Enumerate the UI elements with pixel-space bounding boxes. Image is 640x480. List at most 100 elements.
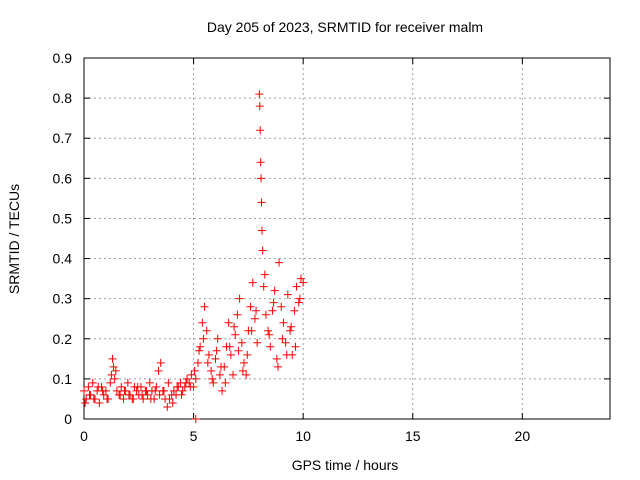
data-point [181,378,190,387]
data-point [177,390,186,399]
y-tick-label: 0.1 [53,371,73,387]
data-point [163,402,172,411]
data-point [156,358,165,367]
data-point [183,374,192,383]
data-point [204,350,213,359]
data-point [165,394,174,403]
data-point [82,394,91,403]
data-point [215,370,224,379]
data-point [265,330,274,339]
data-point [290,306,299,315]
data-point [277,302,286,311]
y-tick-label: 0.4 [53,251,73,267]
data-point [275,258,284,267]
data-point [235,294,244,303]
x-axis-label: GPS time / hours [292,457,399,473]
data-point [268,306,277,315]
data-point [221,378,230,387]
data-point [248,278,257,287]
data-point [269,298,278,307]
data-point [299,278,308,287]
data-point [112,386,121,395]
data-point [124,390,133,399]
x-tick-label: 15 [405,428,421,444]
x-tick-label: 0 [80,428,88,444]
data-point [291,342,300,351]
data-point [226,350,235,359]
y-tick-label: 0.2 [53,331,73,347]
x-tick-label: 5 [190,428,198,444]
data-point [286,326,295,335]
x-tick-label: 20 [515,428,531,444]
data-point [282,350,291,359]
data-point [81,398,90,407]
data-point [173,382,182,391]
data-point [283,290,292,299]
data-point [152,382,161,391]
data-point [117,382,126,391]
data-point [95,398,104,407]
grid-lines [84,58,610,419]
data-point [120,386,129,395]
data-point [138,390,147,399]
data-point [207,366,216,375]
y-tick-label: 0.7 [53,130,73,146]
data-point [80,386,88,395]
data-point [107,370,116,379]
data-point [253,338,262,347]
data-point [164,378,173,387]
data-point [237,338,246,347]
data-point [84,382,93,391]
data-point [89,394,98,403]
data-point [242,370,251,379]
x-tick-label: 10 [295,428,311,444]
data-point [116,390,125,399]
data-point [133,382,142,391]
data-point [203,358,212,367]
data-point [279,318,288,327]
y-axis-label: SRMTID / TECUs [6,184,22,294]
data-point [216,362,225,371]
data-point [187,370,196,379]
data-point [243,350,252,359]
data-point [110,374,119,383]
data-point [224,318,233,327]
data-point [106,378,115,387]
data-point [257,226,266,235]
y-tick-label: 0.6 [53,170,73,186]
data-point [233,310,242,319]
y-tick-label: 0 [64,411,72,427]
data-point [108,354,117,363]
data-point [273,362,282,371]
data-point [94,382,103,391]
data-point [229,370,238,379]
data-point [218,386,227,395]
axis-ticks: 0 5 10 15 20 0 0.1 0.2 0.3 0.4 0.5 0.6 0.7 0.8 0.9 [53,50,610,444]
data-point [231,330,240,339]
data-point [123,378,132,387]
data-point [281,338,290,347]
data-point [178,386,187,395]
data-point [196,342,205,351]
data-point [155,390,164,399]
data-point [287,322,296,331]
data-point [247,326,256,335]
data-point [260,270,269,279]
data-point [146,394,155,403]
data-point [255,90,264,99]
data-point [145,378,154,387]
data-point [256,126,265,135]
data-point [193,358,202,367]
data-point [258,246,267,255]
data-point [199,334,208,343]
data-point [111,366,120,375]
data-point [264,326,273,335]
plot-frame [83,57,611,420]
data-point [202,326,211,335]
data-point [119,394,128,403]
data-point [292,282,301,291]
data-point [296,274,305,283]
data-point [272,354,281,363]
data-point [246,302,255,311]
data-point [294,298,303,307]
